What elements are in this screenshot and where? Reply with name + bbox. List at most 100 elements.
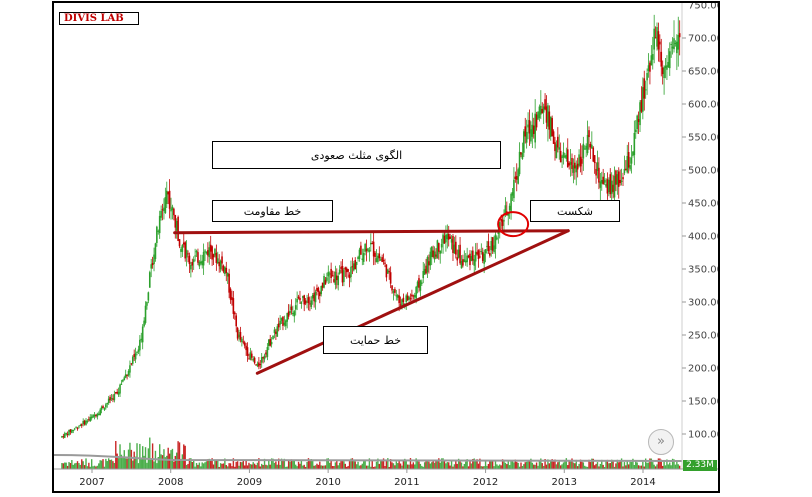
candle-body <box>527 124 529 128</box>
volume-bar <box>296 466 298 469</box>
candle-body <box>572 165 575 173</box>
candle-body <box>649 62 651 72</box>
candle-body <box>78 426 80 428</box>
candle-body <box>263 355 266 360</box>
volume-bar <box>465 461 467 469</box>
candle-body <box>112 398 114 400</box>
candle-body <box>558 147 561 150</box>
volume-bar <box>222 463 225 469</box>
volume-bar <box>319 461 321 469</box>
candle-body <box>323 275 325 288</box>
candle-body <box>666 65 668 70</box>
volume-bar <box>293 460 295 469</box>
volume-bar <box>66 465 69 469</box>
volume-bar <box>103 466 106 469</box>
candle-body <box>588 130 590 138</box>
candle-body <box>259 364 262 366</box>
volume-bar <box>589 462 592 469</box>
volume-bar <box>371 460 373 469</box>
volume-bar <box>127 449 130 469</box>
volume-bar <box>88 462 90 469</box>
candle-body <box>360 245 362 255</box>
volume-bar <box>571 458 573 469</box>
candle-body <box>318 292 321 297</box>
candle-body <box>252 358 255 361</box>
candle-body <box>188 255 191 265</box>
candle-body <box>494 234 497 249</box>
scroll-forward-button[interactable]: » <box>648 429 674 455</box>
candle-body <box>540 105 542 115</box>
candle-body <box>620 180 623 182</box>
volume-bar <box>392 463 395 469</box>
volume-bar <box>391 462 393 469</box>
volume-bar <box>466 459 468 469</box>
candle-body <box>185 249 188 258</box>
volume-bar <box>353 460 355 469</box>
volume-bar <box>157 457 159 469</box>
candle-body <box>599 181 602 188</box>
candle-body <box>286 312 289 322</box>
candle-body <box>654 37 657 39</box>
volume-bar <box>236 461 239 469</box>
candle-body <box>518 151 521 175</box>
volume-bar <box>402 459 405 469</box>
candle-body <box>626 156 629 173</box>
candle-body <box>596 162 599 172</box>
volume-bar <box>164 457 167 469</box>
volume-bar <box>598 466 600 469</box>
candle-body <box>282 316 284 326</box>
candle-body <box>276 326 279 337</box>
candle-body <box>249 352 252 360</box>
volume-bar <box>372 466 375 469</box>
volume-bar <box>510 461 512 469</box>
candle-body <box>273 329 276 333</box>
candle-body <box>569 162 572 165</box>
candle-body <box>651 54 654 60</box>
volume-bar <box>150 460 152 469</box>
volume-bar <box>231 466 233 469</box>
candle-body <box>89 417 92 422</box>
volume-bar <box>229 463 232 469</box>
candle-body <box>486 245 488 247</box>
volume-bar <box>501 459 504 469</box>
candle-body <box>157 230 160 232</box>
volume-bar <box>207 459 209 469</box>
volume-bar <box>261 463 263 469</box>
candle-body <box>608 179 610 193</box>
volume-bar <box>208 458 210 469</box>
candle-body <box>266 347 269 357</box>
candle-body <box>85 420 87 425</box>
volume-bar <box>625 465 627 469</box>
candle-body <box>174 214 177 228</box>
candle-body <box>396 294 399 298</box>
candle-body <box>571 157 573 169</box>
candle-body <box>207 250 209 256</box>
volume-bar <box>472 458 474 469</box>
candle-body <box>119 384 121 394</box>
volume-bar <box>642 461 644 469</box>
volume-bar <box>513 462 515 469</box>
volume-bar <box>234 466 236 469</box>
volume-bar <box>235 461 237 469</box>
volume-bar <box>384 465 386 469</box>
volume-bar <box>340 460 342 469</box>
breakout-circle <box>497 211 530 238</box>
volume-bar <box>448 462 450 469</box>
volume-bar <box>348 461 351 469</box>
candle-body <box>150 264 152 269</box>
candle-body <box>148 272 151 288</box>
volume-bar <box>496 464 498 469</box>
volume-bar <box>507 460 509 469</box>
volume-bar <box>442 458 444 469</box>
candle-body <box>630 157 633 164</box>
candle-body <box>267 339 270 347</box>
volume-bar <box>360 465 362 469</box>
candle-body <box>459 244 461 264</box>
volume-bar <box>667 464 670 469</box>
volume-bar <box>329 462 331 469</box>
volume-bar <box>582 462 585 469</box>
volume-bar <box>630 462 633 469</box>
candle-body <box>358 249 361 259</box>
candle-body <box>214 248 216 256</box>
volume-bar <box>330 460 332 469</box>
